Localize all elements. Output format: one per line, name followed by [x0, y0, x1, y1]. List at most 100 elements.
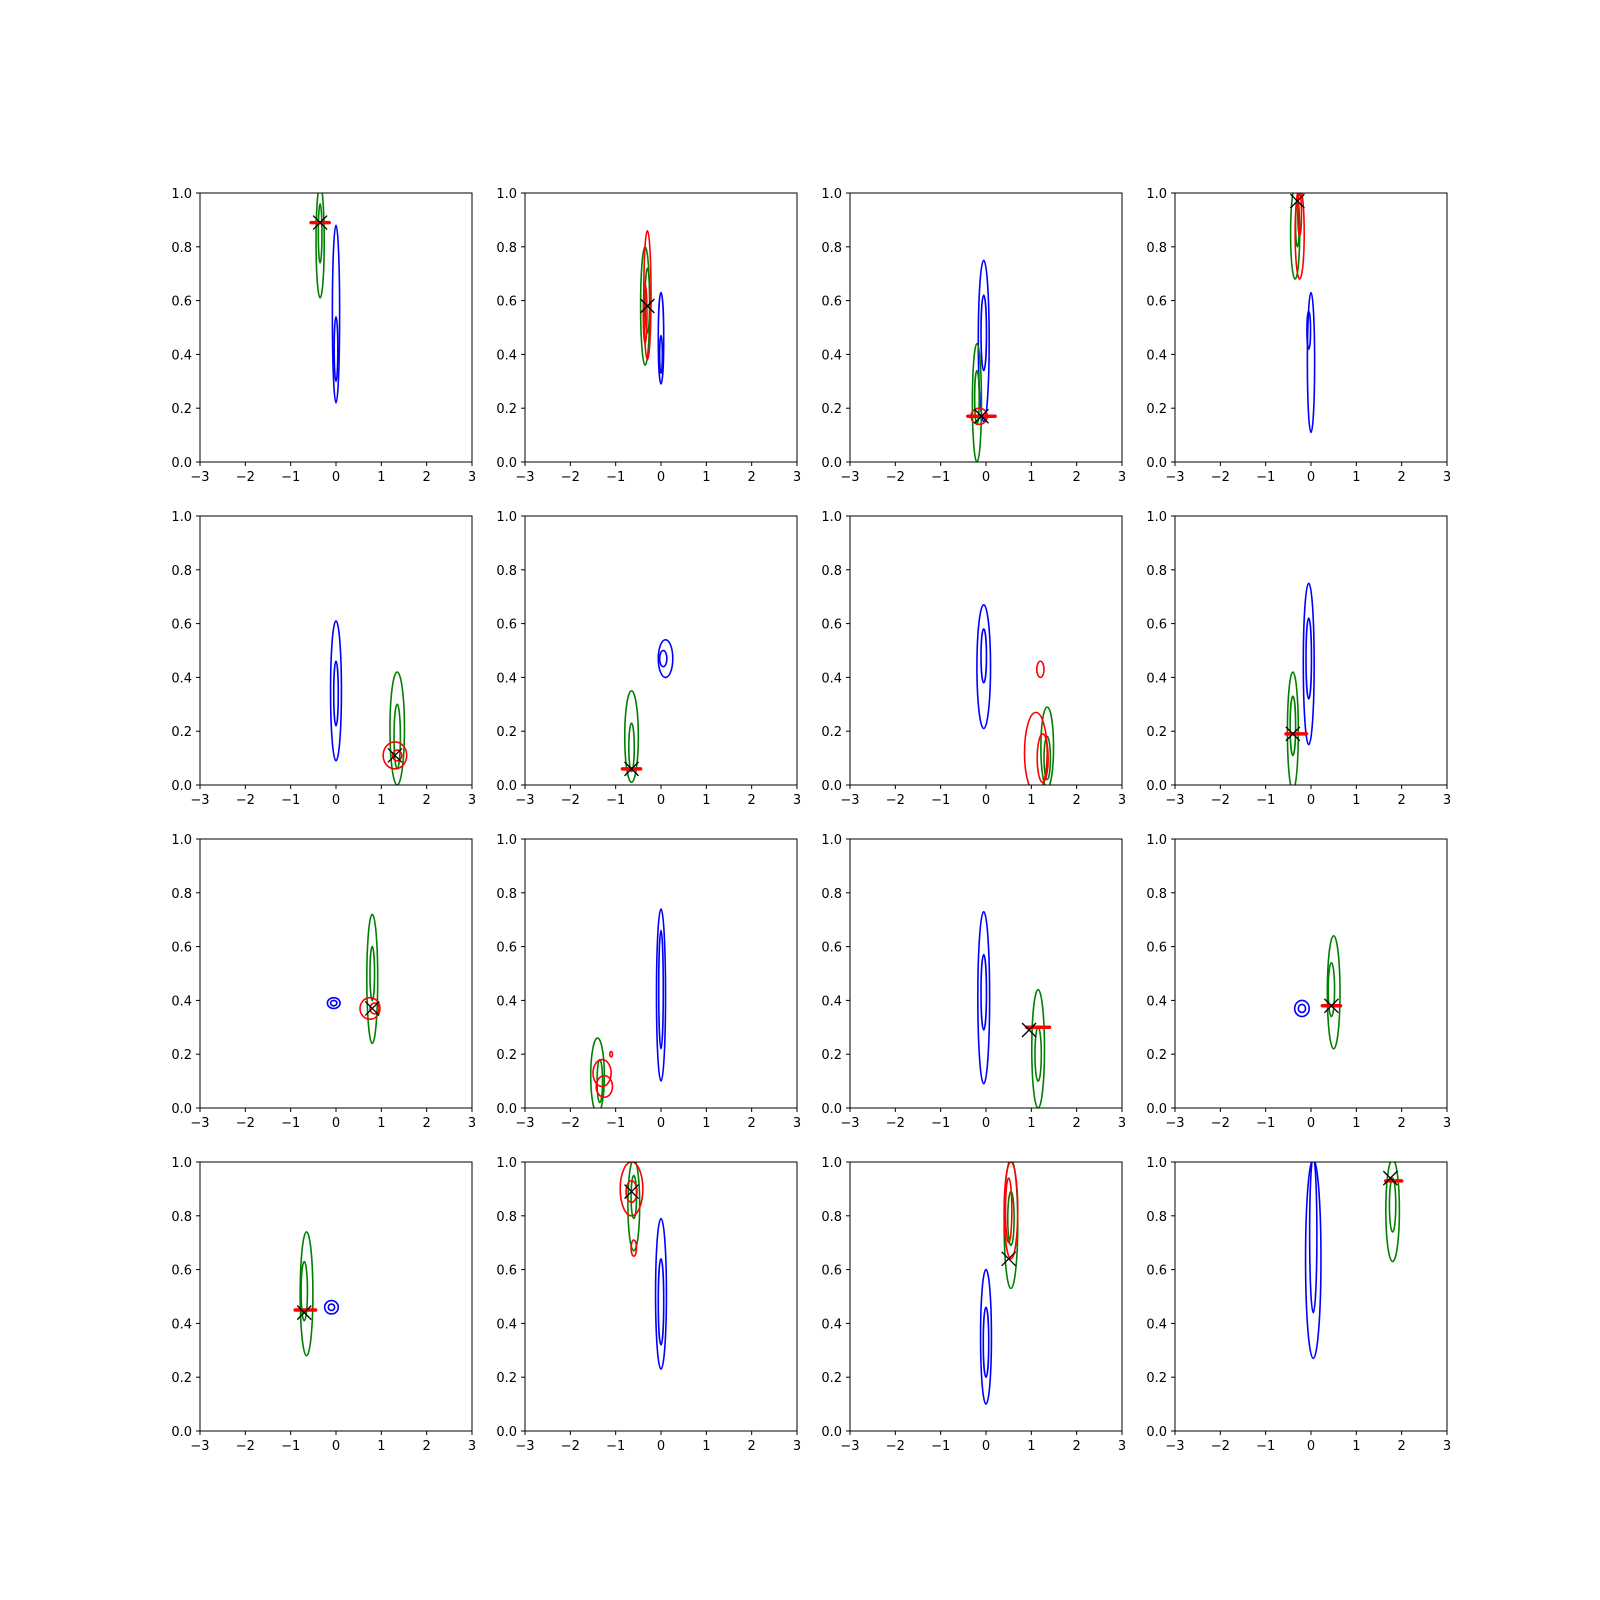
y-tick-label: 0.4	[496, 348, 517, 363]
x-tick-label: 0	[982, 1116, 990, 1131]
panels-layer: −3 −2 −1 0 1 2 3 0.0 0.2 0.4 0.6 0.8 1.0 −3 −2 −1 0 1 2 3 0.…	[171, 187, 1451, 1454]
blue-contour	[329, 999, 338, 1007]
x-tick-label: −3	[1165, 470, 1184, 485]
x-tick-label: 2	[1398, 1439, 1406, 1454]
x-tick-label: 1	[1352, 793, 1360, 808]
blue-contour	[980, 628, 988, 684]
red-contour	[619, 1162, 644, 1217]
y-tick-label: 0.8	[171, 887, 192, 902]
x-marker-stroke-b	[624, 761, 639, 777]
y-tick-label: 0.4	[1146, 1317, 1167, 1332]
blue-contour	[977, 259, 990, 423]
x-tick-label: −2	[561, 793, 580, 808]
green-contour	[1040, 706, 1055, 785]
y-tick-label: 1.0	[496, 510, 517, 525]
plot-area	[293, 1231, 340, 1357]
x-tick-label: 3	[468, 1439, 476, 1454]
green-contour	[1289, 695, 1297, 757]
x-tick-label: 0	[1307, 1439, 1315, 1454]
y-tick-label: 0.2	[1146, 402, 1167, 417]
x-tick-label: 0	[982, 793, 990, 808]
y-tick-label: 0.2	[1146, 725, 1167, 740]
green-contour	[299, 1231, 314, 1357]
x-tick-label: −3	[190, 1439, 209, 1454]
blue-contour	[658, 334, 664, 375]
x-tick-label: −3	[515, 793, 534, 808]
plot-area	[326, 913, 381, 1045]
blue-contour	[327, 1303, 336, 1312]
green-contour	[315, 193, 326, 299]
subplot-11: −3 −2 −1 0 1 2 3 0.0 0.2 0.4 0.6 0.8 1.0	[821, 833, 1126, 1131]
blue-contour	[980, 953, 988, 1031]
x-marker-stroke-b	[1323, 998, 1339, 1014]
y-tick-label: 1.0	[171, 833, 192, 848]
subplot-5: −3 −2 −1 0 1 2 3 0.0 0.2 0.4 0.6 0.8 1.0	[171, 510, 476, 808]
y-tick-label: 0.4	[821, 994, 842, 1009]
y-tick-label: 0.6	[821, 941, 842, 956]
y-tick-label: 0.6	[821, 618, 842, 633]
y-tick-label: 1.0	[821, 187, 842, 202]
x-tick-label: −2	[886, 793, 905, 808]
blue-contour	[1306, 291, 1316, 434]
x-marker-stroke-b	[1001, 1251, 1017, 1267]
y-tick-label: 0.6	[821, 295, 842, 310]
x-tick-label: 0	[1307, 793, 1315, 808]
y-tick-label: 0.4	[1146, 348, 1167, 363]
x-tick-label: 1	[1027, 470, 1035, 485]
axes-frame	[849, 1161, 1123, 1432]
x-tick-label: −1	[1256, 470, 1275, 485]
blue-contour	[976, 603, 992, 730]
subplot-7: −3 −2 −1 0 1 2 3 0.0 0.2 0.4 0.6 0.8 1.0	[821, 510, 1126, 808]
red-contour	[1297, 193, 1303, 237]
x-tick-label: 3	[1443, 793, 1451, 808]
x-tick-label: 2	[1398, 470, 1406, 485]
x-tick-label: −2	[886, 470, 905, 485]
y-tick-label: 0.8	[821, 241, 842, 256]
x-tick-label: −2	[1211, 470, 1230, 485]
red-contour	[592, 1058, 612, 1088]
y-tick-label: 1.0	[496, 833, 517, 848]
x-tick-label: 0	[332, 470, 340, 485]
x-tick-label: 1	[1027, 1116, 1035, 1131]
x-tick-label: 3	[1118, 470, 1126, 485]
x-tick-label: −1	[931, 793, 950, 808]
x-tick-label: −1	[281, 1116, 300, 1131]
x-tick-label: 0	[332, 793, 340, 808]
y-tick-label: 0.2	[171, 1048, 192, 1063]
y-tick-label: 0.8	[171, 1210, 192, 1225]
y-tick-label: 0.2	[496, 725, 517, 740]
x-tick-label: 1	[377, 1439, 385, 1454]
red-contour	[359, 996, 381, 1021]
green-contour	[1043, 735, 1052, 781]
x-tick-label: −1	[281, 793, 300, 808]
y-tick-label: 0.6	[1146, 295, 1167, 310]
blue-contour	[980, 294, 988, 372]
x-tick-label: 1	[1027, 793, 1035, 808]
y-tick-label: 1.0	[496, 187, 517, 202]
x-marker-stroke-b	[624, 1184, 639, 1200]
x-tick-label: −1	[606, 1116, 625, 1131]
subplot-4: −3 −2 −1 0 1 2 3 0.0 0.2 0.4 0.6 0.8 1.0	[1146, 187, 1451, 485]
y-tick-label: 0.2	[171, 1371, 192, 1386]
green-contour	[1388, 1177, 1397, 1233]
red-contour	[382, 741, 408, 770]
y-tick-label: 0.8	[496, 241, 517, 256]
x-tick-label: −3	[190, 793, 209, 808]
x-marker-stroke-b	[1285, 726, 1301, 742]
red-contour	[642, 283, 648, 345]
x-tick-label: −3	[190, 1116, 209, 1131]
y-tick-label: 0.4	[1146, 671, 1167, 686]
x-tick-label: −3	[840, 793, 859, 808]
y-tick-label: 0.6	[171, 941, 192, 956]
blue-contour	[1293, 999, 1310, 1018]
y-tick-label: 0.2	[821, 402, 842, 417]
y-tick-label: 0.2	[171, 402, 192, 417]
x-tick-label: 2	[1073, 1439, 1081, 1454]
x-tick-label: −1	[606, 1439, 625, 1454]
blue-contour	[657, 291, 665, 385]
blue-contour	[1302, 582, 1315, 746]
y-tick-label: 0.6	[171, 295, 192, 310]
subplot-2: −3 −2 −1 0 1 2 3 0.0 0.2 0.4 0.6 0.8 1.0	[496, 187, 801, 485]
x-tick-label: 2	[1073, 793, 1081, 808]
